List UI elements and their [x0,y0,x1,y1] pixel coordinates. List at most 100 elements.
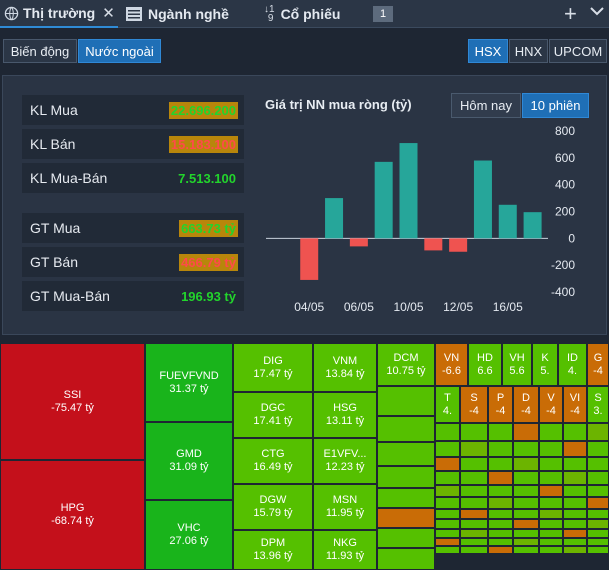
treemap-small-cell[interactable] [563,471,587,485]
treemap-small-cell[interactable] [488,509,513,519]
treemap-small-cell[interactable] [377,466,435,488]
treemap-small-cell[interactable] [488,546,513,554]
treemap-small-cell[interactable] [488,529,513,538]
filter-bien-dong-button[interactable]: Biến động [3,39,77,63]
exchange-hnx-button[interactable]: HNX [509,39,548,63]
treemap-cell-vn[interactable]: VN -6.6 [435,343,468,386]
treemap-small-cell[interactable] [587,457,609,471]
treemap-small-cell[interactable] [587,471,609,485]
treemap-small-cell[interactable] [539,509,563,519]
treemap-small-cell[interactable] [587,441,609,457]
exchange-upcom-button[interactable]: UPCOM [549,39,607,63]
treemap-small-cell[interactable] [539,546,563,554]
treemap-cell-vnm[interactable]: VNM 13.84 tỷ [313,343,377,392]
treemap-small-cell[interactable] [460,529,488,538]
treemap-small-cell[interactable] [513,471,539,485]
treemap-small-cell[interactable] [539,538,563,546]
filter-nuoc-ngoai-button[interactable]: Nước ngoài [78,39,161,63]
treemap-small-cell[interactable] [539,497,563,509]
tab-thi-truong[interactable]: Thị trường ✕ [0,0,118,28]
treemap-small-cell[interactable] [435,423,460,441]
treemap-small-cell[interactable] [513,423,539,441]
exchange-hsx-button[interactable]: HSX [468,39,508,63]
treemap-cell-s[interactable]: S -4 [460,386,488,423]
treemap-small-cell[interactable] [563,497,587,509]
treemap-small-cell[interactable] [563,441,587,457]
treemap-small-cell[interactable] [587,485,609,497]
treemap-small-cell[interactable] [377,548,435,570]
treemap-small-cell[interactable] [513,519,539,529]
treemap-cell-dig[interactable]: DIG 17.47 tỷ [233,343,313,392]
treemap-small-cell[interactable] [377,442,435,466]
treemap-cell-g[interactable]: G -4 [587,343,609,386]
add-tab-icon[interactable]: + [564,1,577,26]
treemap-small-cell[interactable] [563,509,587,519]
treemap-small-cell[interactable] [460,497,488,509]
treemap-cell-d[interactable]: D -4 [513,386,539,423]
treemap-small-cell[interactable] [488,497,513,509]
tab-co-phieu[interactable]: ↓1 9 Cổ phiếu [264,0,364,28]
treemap-cell-e1vfv[interactable]: E1VFV... 12.23 tỷ [313,438,377,484]
treemap-cell-ssi[interactable]: SSI -75.47 tỷ [0,343,145,460]
treemap-small-cell[interactable] [435,546,460,554]
treemap-small-cell[interactable] [435,497,460,509]
tab-count-badge[interactable]: 1 [373,6,393,22]
treemap-small-cell[interactable] [539,519,563,529]
treemap-cell-dgc[interactable]: DGC 17.41 tỷ [233,392,313,438]
treemap-small-cell[interactable] [539,441,563,457]
treemap-small-cell[interactable] [435,457,460,471]
treemap-small-cell[interactable] [460,519,488,529]
range-today-button[interactable]: Hôm nay [451,93,521,118]
treemap-small-cell[interactable] [488,471,513,485]
treemap-small-cell[interactable] [587,546,609,554]
treemap-small-cell[interactable] [435,471,460,485]
treemap-small-cell[interactable] [488,538,513,546]
treemap-cell-vi[interactable]: VI -4 [563,386,587,423]
treemap-small-cell[interactable] [460,457,488,471]
treemap-small-cell[interactable] [460,471,488,485]
treemap-small-cell[interactable] [435,485,460,497]
treemap-small-cell[interactable] [435,441,460,457]
treemap-cell-nkg[interactable]: NKG 11.93 tỷ [313,530,377,570]
treemap-small-cell[interactable] [563,423,587,441]
treemap-cell-msn[interactable]: MSN 11.95 tỷ [313,484,377,530]
treemap-cell-k[interactable]: K 5. [532,343,558,386]
treemap-small-cell[interactable] [563,546,587,554]
treemap-small-cell[interactable] [460,546,488,554]
treemap-cell-dpm[interactable]: DPM 13.96 tỷ [233,530,313,570]
treemap-small-cell[interactable] [539,457,563,471]
range-10-sessions-button[interactable]: 10 phiên [522,93,589,118]
treemap-cell-hsg[interactable]: HSG 13.11 tỷ [313,392,377,438]
treemap-cell-v[interactable]: V -4 [539,386,563,423]
treemap-cell-hd[interactable]: HD 6.6 [468,343,502,386]
treemap-small-cell[interactable] [488,441,513,457]
treemap-small-cell[interactable] [460,485,488,497]
close-icon[interactable]: ✕ [102,5,115,22]
treemap-small-cell[interactable] [563,457,587,471]
treemap-small-cell[interactable] [460,441,488,457]
treemap-small-cell[interactable] [460,423,488,441]
treemap-small-cell[interactable] [488,457,513,471]
treemap-small-cell[interactable] [513,485,539,497]
treemap-small-cell[interactable] [587,529,609,538]
treemap-small-cell[interactable] [563,538,587,546]
treemap-cell-s[interactable]: S 3. [587,386,609,423]
treemap-cell-dcm[interactable]: DCM 10.75 tỷ [377,343,435,386]
treemap-small-cell[interactable] [488,519,513,529]
treemap-small-cell[interactable] [513,538,539,546]
treemap-small-cell[interactable] [435,509,460,519]
treemap-small-cell[interactable] [513,509,539,519]
treemap-small-cell[interactable] [563,519,587,529]
treemap-small-cell[interactable] [460,509,488,519]
treemap-cell-ctg[interactable]: CTG 16.49 tỷ [233,438,313,484]
treemap-small-cell[interactable] [513,529,539,538]
treemap-small-cell[interactable] [377,508,435,528]
treemap-small-cell[interactable] [587,519,609,529]
treemap-cell-t[interactable]: T 4. [435,386,460,423]
treemap-small-cell[interactable] [488,485,513,497]
treemap-small-cell[interactable] [539,485,563,497]
treemap-small-cell[interactable] [377,488,435,508]
treemap-cell-vh[interactable]: VH 5.6 [502,343,532,386]
treemap-small-cell[interactable] [539,423,563,441]
treemap-cell-vhc[interactable]: VHC 27.06 tỷ [145,500,233,570]
